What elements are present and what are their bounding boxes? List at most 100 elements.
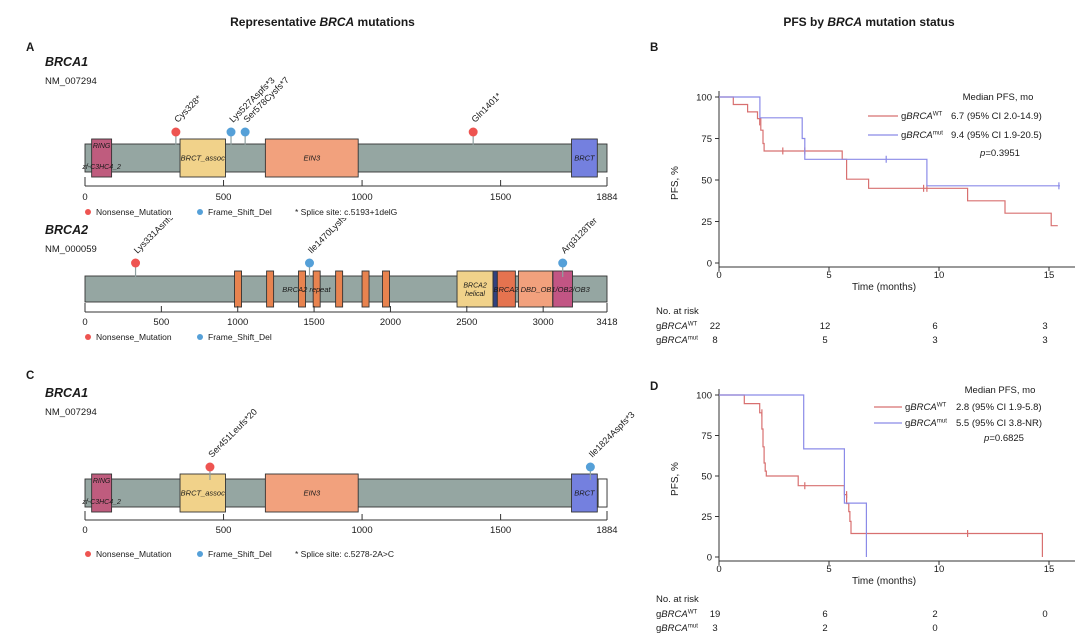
legend-dot-icon	[197, 209, 203, 215]
svg-text:3: 3	[1042, 321, 1047, 332]
svg-text:100: 100	[696, 391, 712, 402]
svg-text:BRCT_assoc: BRCT_assoc	[181, 154, 225, 163]
svg-text:6: 6	[932, 321, 937, 332]
svg-text:0: 0	[82, 525, 87, 536]
panel-label-b: B	[650, 42, 659, 54]
mutation-dot	[585, 462, 595, 472]
svg-text:Nonsense_Mutation: Nonsense_Mutation	[96, 549, 172, 559]
risk-table: No. at risk gBRCAWT 22 12 6 3 gBRCAmut 8 5 3 3	[656, 306, 1048, 346]
right-title-post: mutation status	[862, 15, 955, 29]
legend-dot-icon	[85, 334, 91, 340]
mutation-lollipop: Lys331Asnfs*18	[131, 218, 185, 277]
bar-unfilled-tail	[597, 478, 608, 508]
km-plot-panel-d: 0 25 50 75 100 0 5 10 15 Time (months) PFS, % Media…	[656, 385, 1075, 634]
mutation-legend: Nonsense_Mutation Frame_Shift_Del * Splice…	[85, 207, 397, 217]
mutation-dot	[558, 258, 568, 268]
km-panel-D: 0 25 50 75 100 0 5 10 15 Time (months) PFS, % Media…	[656, 385, 1075, 634]
domain-box	[517, 270, 554, 308]
svg-text:gBRCAmut: gBRCAmut	[901, 130, 943, 142]
left-title-post: mutations	[354, 15, 415, 29]
legend-dot-icon	[85, 209, 91, 215]
svg-text:Nonsense_Mutation: Nonsense_Mutation	[96, 332, 172, 342]
panel-label-a: A	[26, 42, 35, 54]
svg-text:9.4 (95% CI 1.9-20.5): 9.4 (95% CI 1.9-20.5)	[951, 130, 1042, 141]
left-title-pre: Representative	[230, 15, 320, 29]
left-figure-title: Representative BRCA mutations	[0, 15, 645, 29]
mutation-dot	[240, 127, 250, 137]
right-title-pre: PFS by	[783, 15, 828, 29]
svg-text:2: 2	[932, 609, 937, 620]
svg-text:0: 0	[707, 259, 712, 270]
amino-acid-axis: 0 500 1000 1500 1884	[82, 511, 618, 536]
mutation-lollipop: Ile1824Aspfs*3	[585, 410, 637, 480]
svg-text:Frame_Shift_Del: Frame_Shift_Del	[208, 549, 272, 559]
amino-acid-axis: 0 500 1000 1500 2000 2500 3000 3418	[82, 303, 618, 328]
km-curve-mut	[719, 394, 867, 557]
right-title-gene: BRCA	[827, 15, 862, 29]
mutation-dot	[226, 127, 236, 137]
lollipop-A-BRCA1: BRCA1 NM_007294 RING zf-C3HC4_2 BRCT_assoc EI…	[45, 55, 618, 217]
mutation-dot	[304, 258, 314, 268]
svg-text:3: 3	[932, 335, 937, 346]
svg-text:gBRCAWT: gBRCAWT	[656, 609, 698, 621]
repeat-motif	[382, 270, 390, 308]
domain-box	[571, 473, 598, 513]
svg-text:gBRCAWT: gBRCAWT	[656, 321, 698, 333]
brca1-lollipop-panel-a: BRCA1 NM_007294 RING zf-C3HC4_2 BRCT_assoc EI…	[45, 55, 618, 217]
svg-text:1500: 1500	[304, 317, 325, 328]
svg-text:* Splice site: c.5193+1delG: * Splice site: c.5193+1delG	[295, 207, 397, 217]
svg-text:1000: 1000	[227, 317, 248, 328]
repeat-motif	[234, 270, 242, 308]
domain-box	[264, 138, 359, 178]
svg-text:helical: helical	[465, 291, 485, 298]
svg-text:50: 50	[701, 472, 712, 483]
repeat-motif	[312, 270, 321, 308]
legend-dot-icon	[197, 334, 203, 340]
svg-text:22: 22	[710, 321, 721, 332]
svg-text:gBRCAmut: gBRCAmut	[905, 418, 947, 430]
svg-text:Ser451Leufs*20: Ser451Leufs*20	[206, 407, 259, 460]
svg-text:10: 10	[934, 270, 945, 281]
svg-text:* Splice site: c.5278-2A>C: * Splice site: c.5278-2A>C	[295, 549, 394, 559]
svg-text:8: 8	[712, 335, 717, 346]
svg-text:NM_007294: NM_007294	[45, 76, 97, 87]
risk-table: No. at risk gBRCAWT 19 6 2 0 gBRCAmut 3 2 0	[656, 594, 1048, 634]
km-legend: Median PFS, mo gBRCAWT 6.7 (95% CI 2.0-14.…	[868, 92, 1042, 159]
svg-text:gBRCAWT: gBRCAWT	[901, 111, 943, 123]
mutation-lollipop: Cys328*	[171, 93, 204, 145]
domain-box	[496, 270, 516, 308]
repeat-motif	[298, 270, 306, 308]
domain-box	[91, 473, 113, 513]
mutation-dot	[205, 462, 215, 472]
svg-text:No. at risk: No. at risk	[656, 594, 699, 605]
svg-text:Cys328*: Cys328*	[172, 93, 203, 124]
svg-text:15: 15	[1044, 564, 1055, 575]
lollipop-C-BRCA1: BRCA1 NM_007294 RING zf-C3HC4_2 BRCT_assoc EI…	[45, 386, 637, 559]
svg-text:Frame_Shift_Del: Frame_Shift_Del	[208, 207, 272, 217]
svg-text:5.5 (95% CI 3.8-NR): 5.5 (95% CI 3.8-NR)	[956, 418, 1042, 429]
svg-text:zf-C3HC4_2: zf-C3HC4_2	[81, 164, 121, 171]
svg-text:EIN3: EIN3	[303, 154, 321, 163]
svg-text:BRCT: BRCT	[574, 154, 596, 163]
svg-text:500: 500	[216, 192, 232, 203]
svg-text:Lys331Asnfs*18: Lys331Asnfs*18	[132, 218, 185, 255]
svg-text:50: 50	[701, 176, 712, 187]
svg-text:6.7 (95% CI 2.0-14.9): 6.7 (95% CI 2.0-14.9)	[951, 111, 1042, 122]
mutation-dot	[171, 127, 181, 137]
svg-text:6: 6	[822, 609, 827, 620]
panel-label-c: C	[26, 370, 35, 382]
svg-text:10: 10	[934, 564, 945, 575]
svg-text:BRCT: BRCT	[574, 489, 596, 498]
svg-text:3000: 3000	[533, 317, 554, 328]
svg-text:BRCA2 DBD_OB1/OB2/OB3: BRCA2 DBD_OB1/OB2/OB3	[493, 285, 590, 294]
svg-text:No. at risk: No. at risk	[656, 306, 699, 317]
svg-text:Ile1470Lysfs*10: Ile1470Lysfs*10	[306, 218, 358, 255]
domain-box	[179, 473, 226, 513]
svg-text:25: 25	[701, 217, 712, 228]
svg-text:Time (months): Time (months)	[852, 282, 916, 293]
legend-dot-icon	[197, 551, 203, 557]
svg-text:RING: RING	[93, 478, 111, 485]
svg-text:gBRCAWT: gBRCAWT	[905, 402, 947, 414]
